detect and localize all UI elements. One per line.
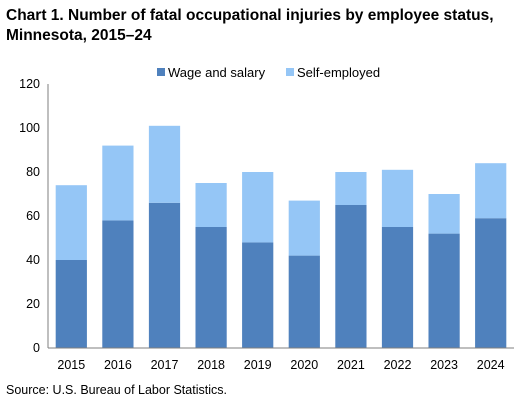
chart-legend: Wage and salary Self-employed xyxy=(157,65,380,80)
legend-label-self-employed: Self-employed xyxy=(297,65,380,80)
y-axis-ticks: 0 20 40 60 80 100 120 xyxy=(19,77,40,355)
x-tick-label: 2017 xyxy=(151,358,179,372)
y-tick-label: 60 xyxy=(26,209,40,223)
y-tick-label: 40 xyxy=(26,253,40,267)
y-tick-label: 100 xyxy=(19,121,40,135)
bar-2022-self-employed xyxy=(381,169,414,227)
bar-2018-wage-and-salary xyxy=(195,227,227,348)
bar-2017-wage-and-salary xyxy=(148,202,181,348)
bar-2020-wage-and-salary xyxy=(288,255,320,348)
bar-2023-self-employed xyxy=(428,194,460,234)
x-tick-label: 2024 xyxy=(477,358,505,372)
x-tick-label: 2023 xyxy=(430,358,458,372)
y-tick-label: 80 xyxy=(26,165,40,179)
legend-swatch-wage-and-salary xyxy=(157,68,165,76)
bar-2024-wage-and-salary xyxy=(475,218,507,348)
x-tick-label: 2021 xyxy=(337,358,365,372)
bar-2021-self-employed xyxy=(335,172,367,205)
y-tick-label: 0 xyxy=(33,341,40,355)
bar-2021-wage-and-salary xyxy=(335,205,367,348)
bars xyxy=(55,125,507,348)
x-tick-label: 2016 xyxy=(104,358,132,372)
bar-2019-self-employed xyxy=(242,172,274,243)
x-tick-label: 2019 xyxy=(244,358,272,372)
bar-2024-self-employed xyxy=(475,163,507,219)
source-note: Source: U.S. Bureau of Labor Statistics. xyxy=(6,383,227,397)
x-tick-label: 2015 xyxy=(57,358,85,372)
x-tick-label: 2018 xyxy=(197,358,225,372)
bar-2016-self-employed xyxy=(102,145,134,221)
bar-2015-wage-and-salary xyxy=(55,260,87,348)
bar-2023-wage-and-salary xyxy=(428,233,460,348)
x-tick-label: 2020 xyxy=(290,358,318,372)
x-tick-label: 2022 xyxy=(384,358,412,372)
legend-swatch-self-employed xyxy=(286,68,294,76)
bar-2017-self-employed xyxy=(148,125,181,203)
bar-2022-wage-and-salary xyxy=(381,227,414,348)
y-tick-label: 20 xyxy=(26,297,40,311)
bar-2019-wage-and-salary xyxy=(242,242,274,348)
y-tick-label: 120 xyxy=(19,77,40,91)
chart-title: Chart 1. Number of fatal occupational in… xyxy=(6,7,494,44)
bar-2015-self-employed xyxy=(55,185,87,260)
bar-2018-self-employed xyxy=(195,183,227,227)
bar-2020-self-employed xyxy=(288,200,320,256)
x-axis-ticks: 2015 2016 2017 2018 2019 2020 2021 2022 2023 2024 xyxy=(57,358,504,372)
legend-label-wage-and-salary: Wage and salary xyxy=(168,65,266,80)
bar-2016-wage-and-salary xyxy=(102,220,134,348)
